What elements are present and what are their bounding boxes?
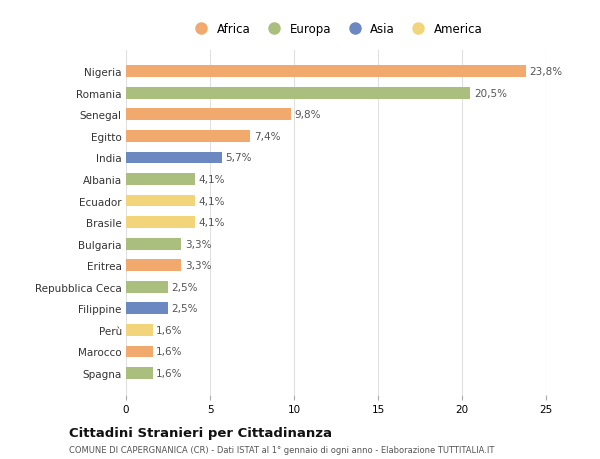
Text: 2,5%: 2,5% xyxy=(172,304,198,313)
Bar xyxy=(126,217,195,229)
Text: 2,5%: 2,5% xyxy=(172,282,198,292)
Text: 4,1%: 4,1% xyxy=(198,174,225,185)
Bar xyxy=(126,195,195,207)
Bar xyxy=(126,88,470,100)
Bar xyxy=(126,66,526,78)
Text: 3,3%: 3,3% xyxy=(185,261,211,271)
Text: 1,6%: 1,6% xyxy=(156,368,183,378)
Text: 1,6%: 1,6% xyxy=(156,325,183,335)
Bar xyxy=(126,260,181,272)
Bar xyxy=(126,238,181,250)
Text: 20,5%: 20,5% xyxy=(474,89,507,99)
Text: 23,8%: 23,8% xyxy=(529,67,562,77)
Bar xyxy=(126,131,250,142)
Bar xyxy=(126,281,168,293)
Text: 3,3%: 3,3% xyxy=(185,239,211,249)
Bar xyxy=(126,346,153,358)
Text: 5,7%: 5,7% xyxy=(225,153,251,163)
Text: 4,1%: 4,1% xyxy=(198,218,225,228)
Bar xyxy=(126,152,222,164)
Text: 4,1%: 4,1% xyxy=(198,196,225,206)
Text: Cittadini Stranieri per Cittadinanza: Cittadini Stranieri per Cittadinanza xyxy=(69,426,332,439)
Bar xyxy=(126,174,195,185)
Bar xyxy=(126,324,153,336)
Text: 9,8%: 9,8% xyxy=(294,110,320,120)
Text: 1,6%: 1,6% xyxy=(156,347,183,357)
Text: 7,4%: 7,4% xyxy=(254,132,280,141)
Text: COMUNE DI CAPERGNANICA (CR) - Dati ISTAT al 1° gennaio di ogni anno - Elaborazio: COMUNE DI CAPERGNANICA (CR) - Dati ISTAT… xyxy=(69,445,494,454)
Bar xyxy=(126,367,153,379)
Bar xyxy=(126,303,168,314)
Legend: Africa, Europa, Asia, America: Africa, Europa, Asia, America xyxy=(185,18,487,41)
Bar xyxy=(126,109,290,121)
